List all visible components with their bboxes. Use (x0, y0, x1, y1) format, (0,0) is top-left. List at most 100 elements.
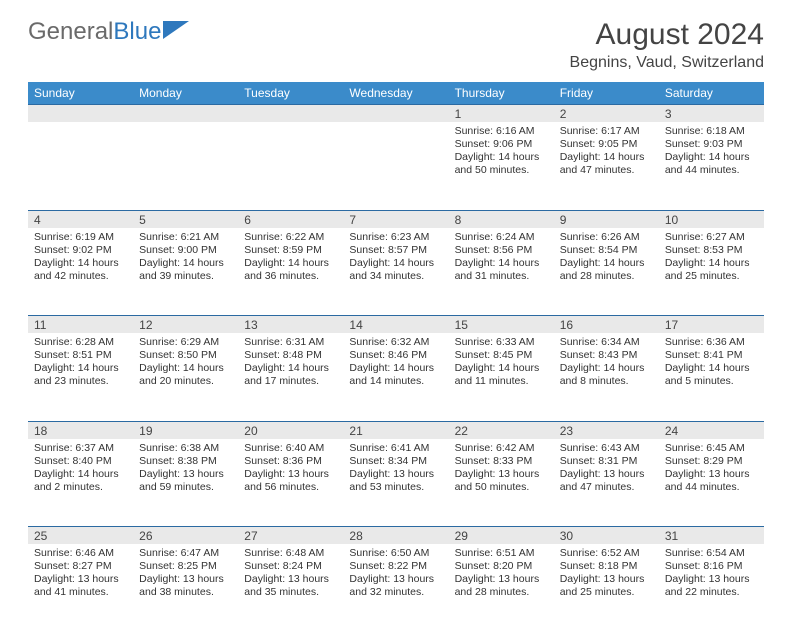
day-info: Sunrise: 6:28 AMSunset: 8:51 PMDaylight:… (34, 336, 127, 389)
sunset-text: Sunset: 8:51 PM (34, 349, 127, 362)
day-cell: Sunrise: 6:38 AMSunset: 8:38 PMDaylight:… (133, 439, 238, 527)
sunrise-text: Sunrise: 6:50 AM (349, 547, 442, 560)
brand-logo: GeneralBlue (28, 18, 189, 46)
day-number: 23 (554, 421, 659, 439)
day-info-row: Sunrise: 6:19 AMSunset: 9:02 PM Daylight:… (28, 228, 764, 316)
weekday-header: Saturday (659, 82, 764, 105)
daylight-text: Daylight: 14 hours and 36 minutes. (244, 257, 337, 283)
day-number: 24 (659, 421, 764, 439)
sunrise-text: Sunrise: 6:36 AM (665, 336, 758, 349)
daylight-text: Daylight: 13 hours and 44 minutes. (665, 468, 758, 494)
day-number: 18 (28, 421, 133, 439)
day-cell: Sunrise: 6:46 AMSunset: 8:27 PMDaylight:… (28, 544, 133, 632)
sunset-text: Sunset: 8:48 PM (244, 349, 337, 362)
daylight-text: Daylight: 14 hours and 23 minutes. (34, 362, 127, 388)
day-cell (343, 122, 448, 210)
day-info: Sunrise: 6:17 AMSunset: 9:05 PMDaylight:… (560, 125, 653, 178)
day-info: Sunrise: 6:54 AMSunset: 8:16 PMDaylight:… (665, 547, 758, 600)
day-cell: Sunrise: 6:41 AMSunset: 8:34 PMDaylight:… (343, 439, 448, 527)
day-cell (238, 122, 343, 210)
day-cell: Sunrise: 6:29 AMSunset: 8:50 PMDaylight:… (133, 333, 238, 421)
weekday-header-row: Sunday Monday Tuesday Wednesday Thursday… (28, 82, 764, 105)
daylight-text: Daylight: 14 hours and 2 minutes. (34, 468, 127, 494)
sunrise-text: Sunrise: 6:33 AM (455, 336, 548, 349)
sunset-text: Sunset: 8:24 PM (244, 560, 337, 573)
day-cell: Sunrise: 6:47 AMSunset: 8:25 PMDaylight:… (133, 544, 238, 632)
weekday-header: Sunday (28, 82, 133, 105)
daylight-text: Daylight: 14 hours and 50 minutes. (455, 151, 548, 177)
day-info: Sunrise: 6:43 AMSunset: 8:31 PMDaylight:… (560, 442, 653, 495)
sunrise-text: Sunrise: 6:48 AM (244, 547, 337, 560)
day-cell: Sunrise: 6:24 AMSunset: 8:56 PMDaylight:… (449, 228, 554, 316)
day-number-row: 45678910 (28, 210, 764, 228)
day-info: Sunrise: 6:41 AMSunset: 8:34 PMDaylight:… (349, 442, 442, 495)
day-cell: Sunrise: 6:37 AMSunset: 8:40 PMDaylight:… (28, 439, 133, 527)
daylight-text: Daylight: 14 hours and 20 minutes. (139, 362, 232, 388)
day-number: 17 (659, 316, 764, 334)
sunset-text: Sunset: 9:05 PM (560, 138, 653, 151)
day-cell: Sunrise: 6:17 AMSunset: 9:05 PMDaylight:… (554, 122, 659, 210)
day-cell: Sunrise: 6:40 AMSunset: 8:36 PMDaylight:… (238, 439, 343, 527)
daylight-text: Daylight: 13 hours and 38 minutes. (139, 573, 232, 599)
sunset-text: Sunset: 8:25 PM (139, 560, 232, 573)
title-block: August 2024 Begnins, Vaud, Switzerland (570, 18, 764, 72)
day-cell: Sunrise: 6:21 AMSunset: 9:00 PMDaylight:… (133, 228, 238, 316)
sunset-text: Sunset: 8:22 PM (349, 560, 442, 573)
day-number-row: 18192021222324 (28, 421, 764, 439)
sunrise-text: Sunrise: 6:51 AM (455, 547, 548, 560)
sunset-text: Sunset: 8:57 PM (349, 244, 442, 257)
sunrise-text: Sunrise: 6:37 AM (34, 442, 127, 455)
day-number: 22 (449, 421, 554, 439)
day-number: 16 (554, 316, 659, 334)
sunset-text: Sunset: 8:50 PM (139, 349, 232, 362)
day-number (343, 105, 448, 123)
day-info: Sunrise: 6:47 AMSunset: 8:25 PMDaylight:… (139, 547, 232, 600)
daylight-text: Daylight: 13 hours and 50 minutes. (455, 468, 548, 494)
sunrise-text: Sunrise: 6:41 AM (349, 442, 442, 455)
sunset-text: Sunset: 9:02 PM (34, 244, 127, 257)
day-number: 19 (133, 421, 238, 439)
day-info-row: Sunrise: 6:46 AMSunset: 8:27 PMDaylight:… (28, 544, 764, 632)
daylight-text: Daylight: 13 hours and 47 minutes. (560, 468, 653, 494)
daylight-text: Daylight: 13 hours and 41 minutes. (34, 573, 127, 599)
day-cell: Sunrise: 6:52 AMSunset: 8:18 PMDaylight:… (554, 544, 659, 632)
daylight-text: Daylight: 14 hours and 17 minutes. (244, 362, 337, 388)
day-number: 6 (238, 210, 343, 228)
day-number: 15 (449, 316, 554, 334)
sunset-text: Sunset: 8:38 PM (139, 455, 232, 468)
sunrise-text: Sunrise: 6:26 AM (560, 231, 653, 244)
day-number: 3 (659, 105, 764, 123)
day-cell: Sunrise: 6:36 AMSunset: 8:41 PMDaylight:… (659, 333, 764, 421)
sunrise-text: Sunrise: 6:21 AM (139, 231, 232, 244)
daylight-text: Daylight: 14 hours and 31 minutes. (455, 257, 548, 283)
weekday-header: Friday (554, 82, 659, 105)
day-number-row: 25262728293031 (28, 527, 764, 545)
sunrise-text: Sunrise: 6:32 AM (349, 336, 442, 349)
sunrise-text: Sunrise: 6:45 AM (665, 442, 758, 455)
day-cell: Sunrise: 6:48 AMSunset: 8:24 PMDaylight:… (238, 544, 343, 632)
day-cell: Sunrise: 6:19 AMSunset: 9:02 PMDaylight:… (28, 228, 133, 316)
month-title: August 2024 (570, 18, 764, 52)
sunset-text: Sunset: 8:41 PM (665, 349, 758, 362)
sunrise-text: Sunrise: 6:52 AM (560, 547, 653, 560)
brand-part2: Blue (113, 18, 161, 46)
daylight-text: Daylight: 13 hours and 25 minutes. (560, 573, 653, 599)
day-number: 12 (133, 316, 238, 334)
sunrise-text: Sunrise: 6:43 AM (560, 442, 653, 455)
daylight-text: Daylight: 13 hours and 22 minutes. (665, 573, 758, 599)
daylight-text: Daylight: 14 hours and 28 minutes. (560, 257, 653, 283)
sunrise-text: Sunrise: 6:19 AM (34, 231, 127, 244)
sunrise-text: Sunrise: 6:27 AM (665, 231, 758, 244)
day-number: 31 (659, 527, 764, 545)
sunrise-text: Sunrise: 6:17 AM (560, 125, 653, 138)
sunrise-text: Sunrise: 6:31 AM (244, 336, 337, 349)
sunrise-text: Sunrise: 6:46 AM (34, 547, 127, 560)
weekday-header: Wednesday (343, 82, 448, 105)
day-number-row: 11121314151617 (28, 316, 764, 334)
sunrise-text: Sunrise: 6:22 AM (244, 231, 337, 244)
day-info: Sunrise: 6:37 AMSunset: 8:40 PMDaylight:… (34, 442, 127, 495)
day-cell: Sunrise: 6:26 AMSunset: 8:54 PMDaylight:… (554, 228, 659, 316)
day-cell: Sunrise: 6:54 AMSunset: 8:16 PMDaylight:… (659, 544, 764, 632)
day-info: Sunrise: 6:46 AMSunset: 8:27 PMDaylight:… (34, 547, 127, 600)
day-number: 28 (343, 527, 448, 545)
